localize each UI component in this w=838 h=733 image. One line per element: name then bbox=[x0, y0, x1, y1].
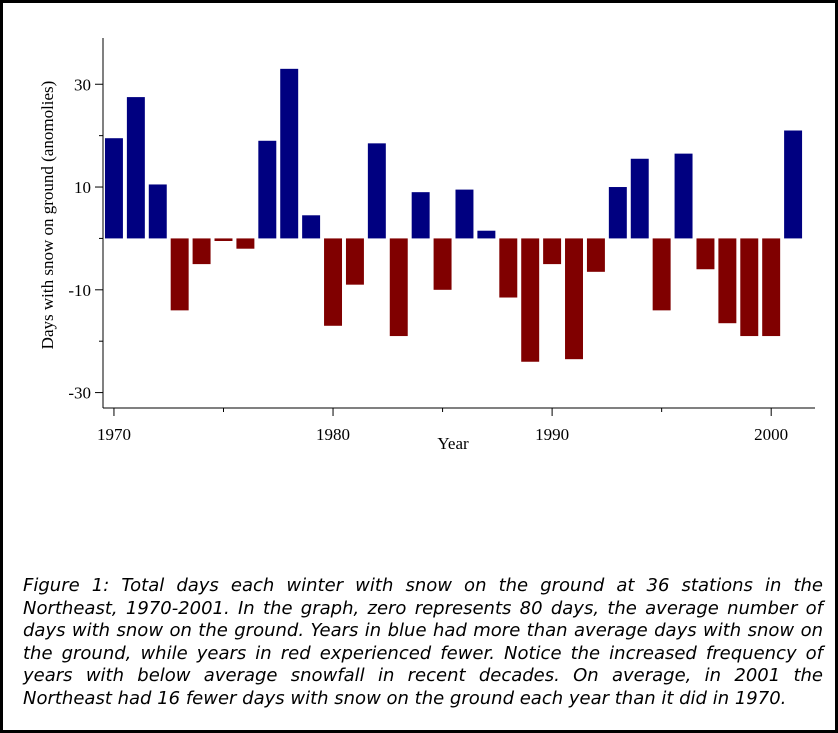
bar-2001 bbox=[784, 130, 803, 239]
bar-1970 bbox=[104, 138, 123, 239]
bar-1985 bbox=[433, 238, 452, 290]
x-tick-label: 1990 bbox=[535, 425, 569, 444]
bar-1998 bbox=[718, 238, 737, 324]
axes-group: 30 10 -10 -30 1970 1980 1990 2000 bbox=[68, 38, 815, 444]
bar-1977 bbox=[258, 140, 277, 239]
bar-1999 bbox=[740, 238, 759, 337]
bar-1995 bbox=[652, 238, 671, 311]
x-axis-title: Year bbox=[437, 434, 469, 453]
bar-1972 bbox=[148, 184, 167, 239]
bar-1983 bbox=[389, 238, 408, 337]
y-axis-title: Days with snow on ground (anomolies) bbox=[38, 81, 57, 350]
bar-1994 bbox=[630, 158, 649, 239]
bar-1989 bbox=[521, 238, 540, 362]
bars-group bbox=[104, 68, 803, 362]
bar-1986 bbox=[455, 189, 474, 239]
figure-caption: Figure 1: Total days each winter with sn… bbox=[23, 575, 823, 709]
bar-1991 bbox=[565, 238, 583, 360]
bar-1984 bbox=[411, 192, 430, 239]
bar-1973 bbox=[170, 238, 189, 311]
bar-1996 bbox=[674, 153, 693, 239]
bar-1993 bbox=[608, 187, 627, 239]
bar-1979 bbox=[302, 215, 321, 239]
bar-1997 bbox=[696, 238, 715, 270]
bar-1971 bbox=[126, 97, 145, 239]
bar-1981 bbox=[345, 238, 364, 285]
x-tick-label: 1970 bbox=[97, 425, 131, 444]
y-tick-label: -30 bbox=[68, 384, 91, 403]
bar-1975 bbox=[214, 238, 233, 241]
snow-anomaly-chart: 30 10 -10 -30 1970 1980 1990 2000 Days with sno… bbox=[38, 38, 815, 453]
y-tick-label: 10 bbox=[74, 178, 91, 197]
bar-1974 bbox=[192, 238, 211, 265]
bar-1990 bbox=[543, 238, 562, 265]
y-tick-label: 30 bbox=[74, 75, 91, 94]
bar-1982 bbox=[367, 143, 386, 239]
bar-2000 bbox=[762, 238, 781, 337]
bar-1992 bbox=[586, 238, 605, 272]
x-tick-label: 2000 bbox=[754, 425, 788, 444]
bar-1988 bbox=[499, 238, 518, 298]
x-tick-label: 1980 bbox=[316, 425, 350, 444]
bar-1976 bbox=[236, 238, 255, 249]
bar-1980 bbox=[324, 238, 343, 326]
bar-1987 bbox=[477, 230, 496, 239]
y-tick-label: -10 bbox=[68, 281, 91, 300]
bar-1978 bbox=[280, 68, 299, 239]
